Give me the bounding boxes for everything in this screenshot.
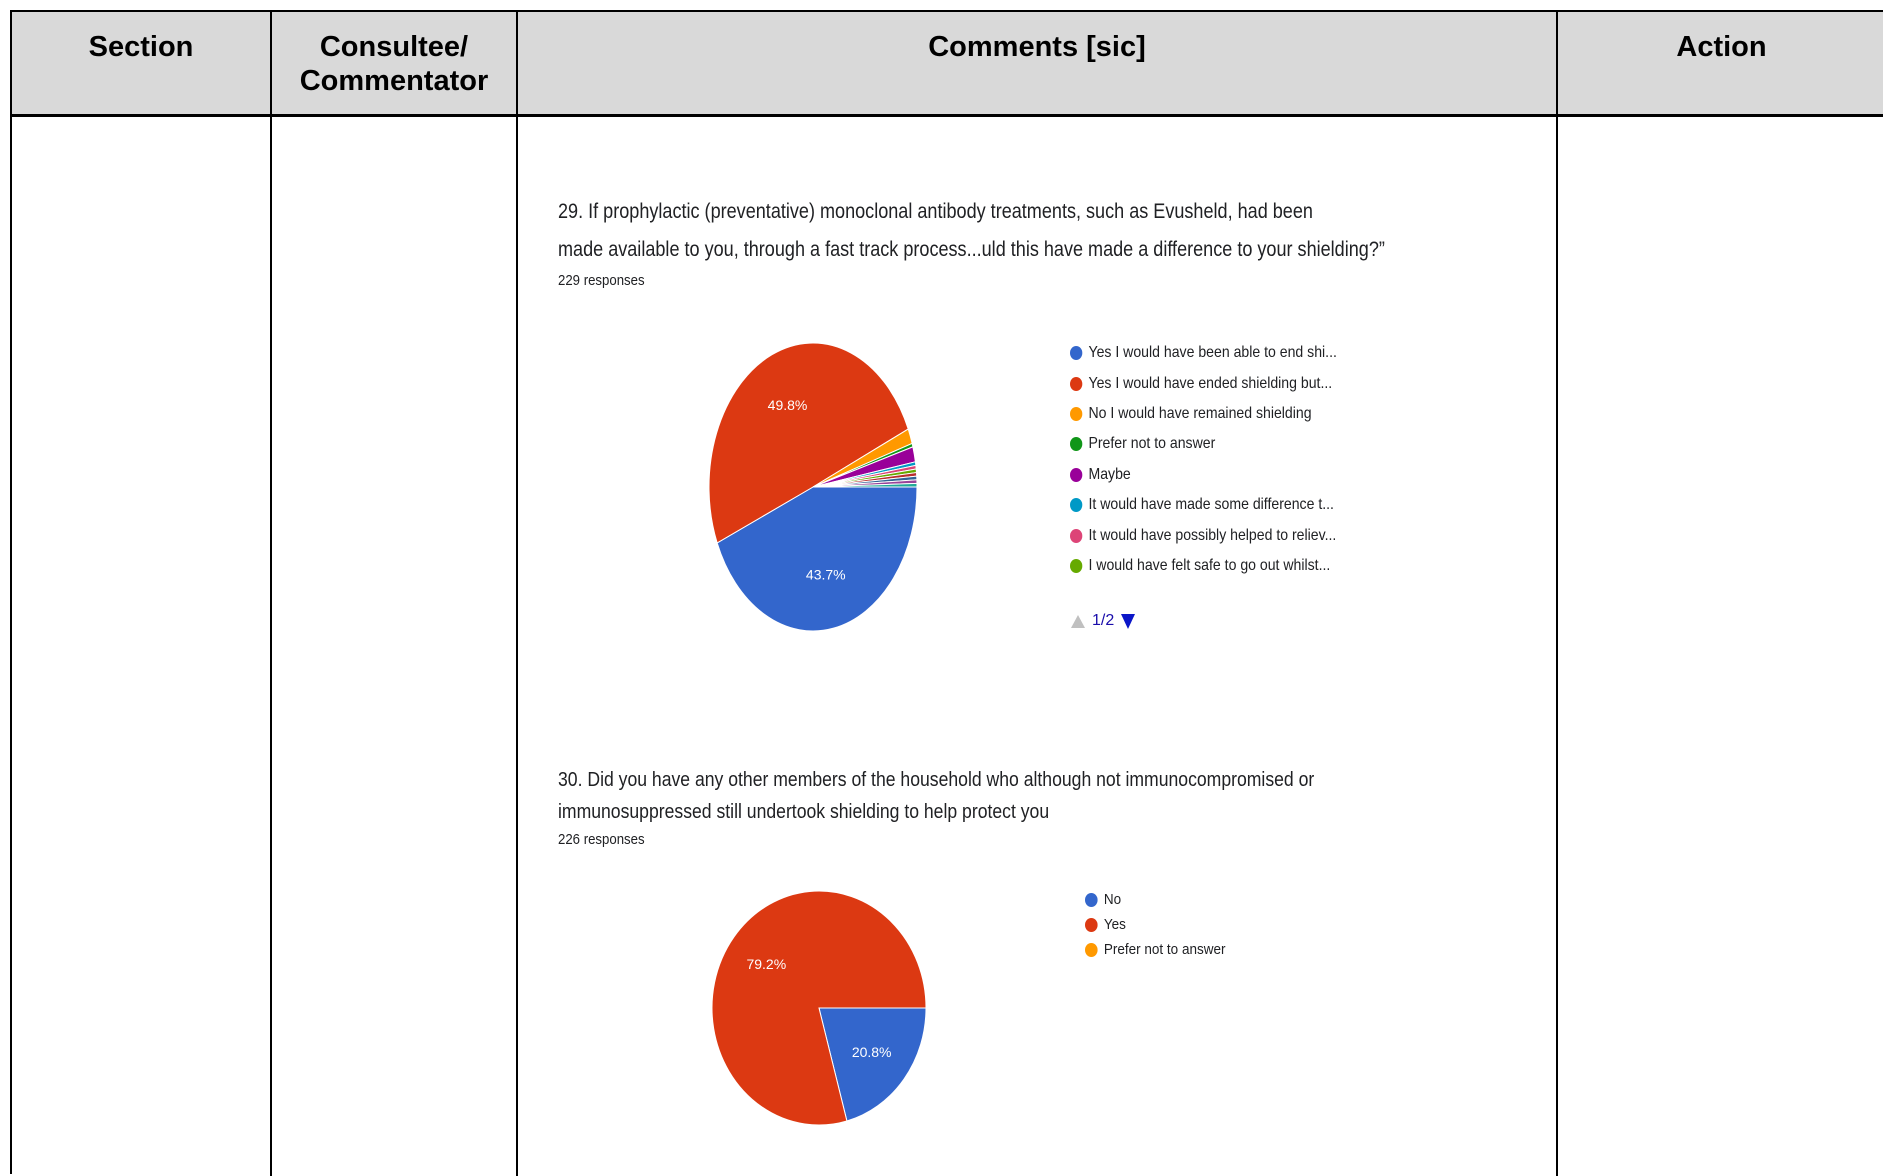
legend-dot-icon (1070, 467, 1083, 482)
legend-dot-icon (1070, 558, 1083, 573)
pie-chart-q30: 20.8% 79.2% (711, 890, 927, 1126)
legend-label: It would have made some difference t... (1088, 496, 1334, 514)
legend-dot-icon (1085, 917, 1098, 932)
legend-dot-icon (1070, 406, 1083, 421)
legend-item: Yes (1085, 912, 1225, 937)
question-29-title: 29. If prophylactic (preventative) monoc… (558, 193, 1385, 269)
legend-item: Prefer not to answer (1085, 937, 1225, 962)
header-divider (12, 114, 1883, 117)
legend-label: Yes (1103, 916, 1126, 933)
question-30-responses: 226 responses (558, 831, 645, 848)
legend-item: No I would have remained shielding (1070, 399, 1337, 429)
legend-label: Yes I would have ended shielding but... (1088, 374, 1333, 392)
pie-slice (716, 486, 918, 632)
legend-label: No (1103, 891, 1122, 908)
page-up-icon[interactable] (1070, 613, 1086, 629)
pie-data-label: 79.2% (746, 956, 786, 972)
header-consultee-label: Consultee/ Commentator (299, 31, 489, 97)
pie-slice (818, 1007, 927, 1122)
legend-label: Maybe (1088, 465, 1131, 483)
legend-label: Prefer not to answer (1103, 941, 1226, 958)
pie-slice (711, 890, 927, 1126)
legend-item: It would have made some difference t... (1070, 490, 1337, 520)
page-down-icon[interactable] (1120, 612, 1136, 630)
legend-dot-icon (1085, 942, 1098, 957)
consultation-table: Section Consultee/ Commentator Comments … (10, 10, 1883, 1176)
legend-item: It would have possibly helped to reliev.… (1070, 520, 1337, 550)
legend-item: I would have felt safe to go out whilst.… (1070, 551, 1337, 581)
legend-item: Yes I would have been able to end shi... (1070, 338, 1337, 368)
header-comments: Comments [sic] (518, 12, 1558, 114)
legend-item: Maybe (1070, 460, 1337, 490)
legend-item: Yes I would have ended shielding but... (1070, 368, 1337, 398)
question-30-title: 30. Did you have any other members of th… (558, 764, 1314, 828)
legend-q30: No Yes Prefer not to answer (1085, 887, 1225, 962)
pie-data-label: 49.8% (768, 397, 808, 413)
pie-slice (708, 342, 909, 544)
legend-label: Prefer not to answer (1088, 435, 1216, 453)
legend-q29: Yes I would have been able to end shi...… (1070, 338, 1337, 581)
legend-dot-icon (1070, 376, 1083, 391)
question-29-responses: 229 responses (558, 272, 645, 289)
legend-dot-icon (1070, 437, 1083, 452)
legend-label: Yes I would have been able to end shi... (1088, 344, 1337, 362)
legend-pager[interactable]: 1/2 (1070, 612, 1136, 630)
pie-slice (812, 482, 918, 488)
legend-dot-icon (1070, 528, 1083, 543)
question-30-title-line1: 30. Did you have any other members of th… (558, 769, 1315, 791)
legend-label: No I would have remained shielding (1088, 404, 1312, 422)
question-29-title-line1: 29. If prophylactic (preventative) monoc… (558, 200, 1313, 223)
legend-label: I would have felt safe to go out whilst.… (1088, 556, 1331, 574)
question-29-title-line2: made available to you, through a fast tr… (558, 238, 1385, 261)
header-consultee: Consultee/ Commentator (272, 12, 518, 114)
page-indicator: 1/2 (1092, 612, 1115, 629)
column-divider (1556, 12, 1558, 1176)
pie-chart-q29: 43.7% 49.8% (708, 342, 918, 632)
column-divider (270, 12, 272, 1176)
column-divider (516, 12, 518, 1176)
legend-item: No (1085, 887, 1225, 912)
header-section: Section (12, 12, 272, 114)
pie-data-label: 20.8% (852, 1044, 892, 1060)
pie-data-label: 43.7% (806, 567, 846, 583)
legend-item: Prefer not to answer (1070, 429, 1337, 459)
legend-dot-icon (1070, 498, 1083, 513)
legend-label: It would have possibly helped to reliev.… (1088, 526, 1337, 544)
legend-dot-icon (1070, 346, 1083, 361)
question-30-title-line2: immunosuppressed still undertook shieldi… (558, 801, 1050, 823)
header-action: Action (1558, 12, 1883, 114)
legend-dot-icon (1085, 892, 1098, 907)
